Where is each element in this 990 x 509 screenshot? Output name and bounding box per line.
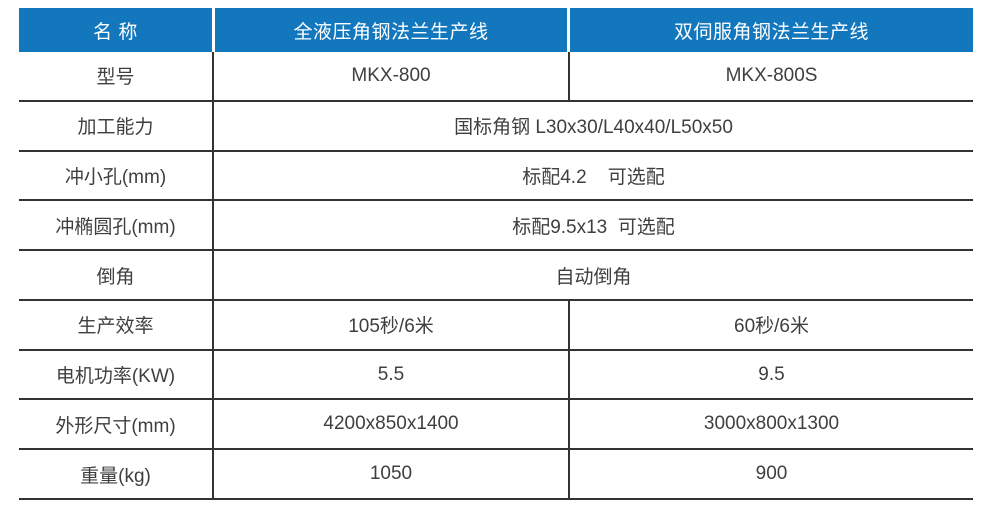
table-row-chamfer: 倒角 自动倒角 [19, 251, 973, 301]
row-label: 外形尺寸(mm) [19, 400, 214, 449]
table-row-model: 型号 MKX-800 MKX-800S [19, 52, 973, 102]
row-label: 倒角 [19, 251, 214, 299]
table-row-capacity: 加工能力 国标角钢 L30x30/L40x40/L50x50 [19, 101, 973, 152]
table-row-dimensions: 外形尺寸(mm) 4200x850x1400 3000x800x1300 [19, 400, 973, 451]
row-value-col2: 9.5 [568, 350, 973, 399]
row-value-col1: 105秒/6米 [348, 316, 434, 338]
row-label: 冲椭圆孔(mm) [19, 201, 214, 250]
row-label: 冲小孔(mm) [19, 151, 214, 200]
row-label: 重量(kg) [19, 450, 214, 499]
row-value-col2: MKX-800S [568, 52, 973, 100]
table-row-oval-hole: 冲椭圆孔(mm) 标配9.5x13 可选配 [19, 201, 973, 252]
product-spec-table: 名 称 全液压角钢法兰生产线 双伺服角钢法兰生产线 型号 MKX-800 MKX… [19, 8, 973, 501]
row-label: 生产效率 [19, 300, 214, 349]
row-value-col1: MKX-800 [351, 64, 431, 86]
table-body: 型号 MKX-800 MKX-800S 加工能力 国标角钢 L30x30/L40… [19, 52, 973, 501]
table-row-efficiency: 生产效率 105秒/6米 60秒/6米 [19, 300, 973, 351]
row-value-col1: 1050 [369, 463, 413, 485]
row-value-span: 标配4.2 可选配 [522, 166, 665, 188]
table-header-row: 名 称 全液压角钢法兰生产线 双伺服角钢法兰生产线 [19, 8, 973, 52]
row-label: 型号 [19, 52, 214, 100]
row-value-span: 标配9.5x13 可选配 [512, 216, 675, 238]
header-cell-hydraulic-line: 全液压角钢法兰生产线 [215, 8, 567, 52]
table-row-motor-power: 电机功率(KW) 5.5 9.5 [19, 350, 973, 401]
row-value-col2: 60秒/6米 [568, 300, 973, 349]
header-cell-servo-line: 双伺服角钢法兰生产线 [570, 8, 973, 52]
table-row-weight: 重量(kg) 1050 900 [19, 450, 973, 501]
row-value-col2: 3000x800x1300 [568, 400, 973, 449]
row-value-col1: 5.5 [377, 363, 405, 385]
row-value-span: 国标角钢 L30x30/L40x40/L50x50 [454, 117, 733, 139]
row-label: 电机功率(KW) [19, 350, 214, 399]
table-row-small-hole: 冲小孔(mm) 标配4.2 可选配 [19, 151, 973, 202]
header-cell-name: 名 称 [19, 8, 212, 52]
row-value-col2: 900 [568, 450, 973, 499]
row-value-span: 自动倒角 [555, 266, 632, 288]
row-value-col1: 4200x850x1400 [323, 413, 459, 435]
row-label: 加工能力 [19, 101, 214, 150]
